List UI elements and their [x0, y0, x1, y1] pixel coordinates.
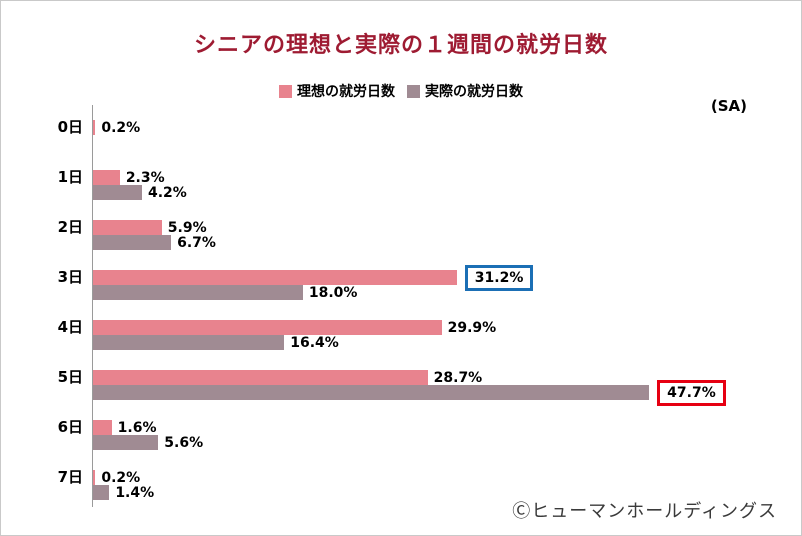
footer-credit: Ⓒヒューマンホールディングス: [512, 501, 777, 522]
category-label: 6日: [57, 418, 83, 436]
value-label: 5.6%: [164, 434, 204, 451]
bar-group: 2日 5.9% 6.7%: [58, 219, 782, 251]
bar-line: 5.9%: [93, 219, 782, 236]
category-label: 4日: [57, 318, 83, 336]
bar-group: 3日 31.2% 18.0%: [58, 264, 782, 301]
actual-bar: [93, 435, 159, 450]
legend-label-ideal: 理想の就労日数: [297, 84, 395, 100]
category-label: 5日: [57, 368, 83, 386]
legend-item-ideal: 理想の就労日数: [279, 81, 395, 101]
ideal-bar: [93, 320, 442, 335]
highlighted-value-label: 47.7%: [657, 379, 726, 406]
category-label: 7日: [57, 468, 83, 486]
value-label: 6.7%: [177, 234, 216, 251]
bar-line: 0.2%: [93, 469, 782, 486]
category-label: 1日: [57, 168, 83, 186]
ideal-bar: [93, 470, 96, 485]
bar-group: 6日 1.6% 5.6%: [58, 419, 782, 451]
value-label: 4.2%: [147, 184, 187, 201]
value-label: 1.6%: [117, 419, 157, 436]
actual-bar: [93, 235, 172, 250]
bar-group: 0日 0.2%: [58, 119, 782, 150]
ideal-bar: [93, 120, 96, 135]
actual-bar: [93, 385, 650, 400]
value-label: 2.3%: [125, 169, 165, 186]
bar-line: 31.2%: [93, 264, 782, 291]
bar-group: 1日 2.3% 4.2%: [58, 169, 782, 201]
bar-line: 29.9%: [93, 319, 782, 336]
bar-line: 28.7%: [93, 369, 782, 386]
bar-line: 6.7%: [93, 234, 782, 251]
bar-line: 1.6%: [93, 419, 782, 436]
value-label: 5.9%: [167, 219, 207, 236]
bar-line: 18.0%: [93, 284, 782, 301]
bar-line: 47.7%: [93, 379, 782, 406]
value-label: 28.7%: [433, 369, 483, 386]
plot-area: 0日 0.2% 1日 2.3% 4.2% 2日 5.9% 6.7% 3日 31.2% 18.0% 4日…: [58, 105, 782, 507]
legend-item-actual: 実際の就労日数: [407, 81, 523, 101]
ideal-bar: [93, 420, 112, 435]
bar-line: 4.2%: [93, 184, 782, 201]
ideal-bar: [93, 170, 120, 185]
bar-group: 5日 28.7% 47.7%: [58, 369, 782, 406]
value-label: 1.4%: [115, 484, 155, 501]
bar-line: [93, 135, 782, 150]
legend-swatch-actual-icon: [407, 84, 420, 98]
sa-note: (SA): [710, 97, 747, 115]
value-label: 0.2%: [101, 119, 141, 136]
bar-line: 2.3%: [93, 169, 782, 186]
actual-bar: [93, 335, 285, 350]
bar-line: 16.4%: [93, 334, 782, 351]
ideal-bar: [93, 370, 428, 385]
highlighted-value-label: 31.2%: [464, 264, 534, 291]
category-label: 2日: [57, 218, 83, 236]
category-label: 3日: [57, 268, 83, 286]
bar-line: 0.2%: [93, 119, 782, 136]
ideal-bar: [93, 220, 162, 235]
bar-group: 4日 29.9% 16.4%: [58, 319, 782, 351]
value-label: 29.9%: [447, 319, 497, 336]
legend-swatch-ideal-icon: [279, 84, 292, 98]
category-label: 0日: [57, 118, 83, 136]
legend-label-actual: 実際の就労日数: [425, 84, 523, 100]
ideal-bar: [93, 270, 457, 285]
actual-bar: [93, 185, 142, 200]
bar-line: 5.6%: [93, 434, 782, 451]
chart-title: シニアの理想と実際の１週間の就労日数: [193, 33, 608, 58]
actual-bar: [93, 485, 110, 500]
bar-group: 7日 0.2% 1.4%: [58, 469, 782, 501]
legend: 理想の就労日数 実際の就労日数: [1, 81, 801, 101]
value-label: 0.2%: [101, 469, 141, 486]
value-label: 18.0%: [308, 284, 358, 301]
actual-bar: [93, 285, 303, 300]
value-label: 16.4%: [290, 334, 339, 351]
bar-line: 1.4%: [93, 484, 782, 501]
